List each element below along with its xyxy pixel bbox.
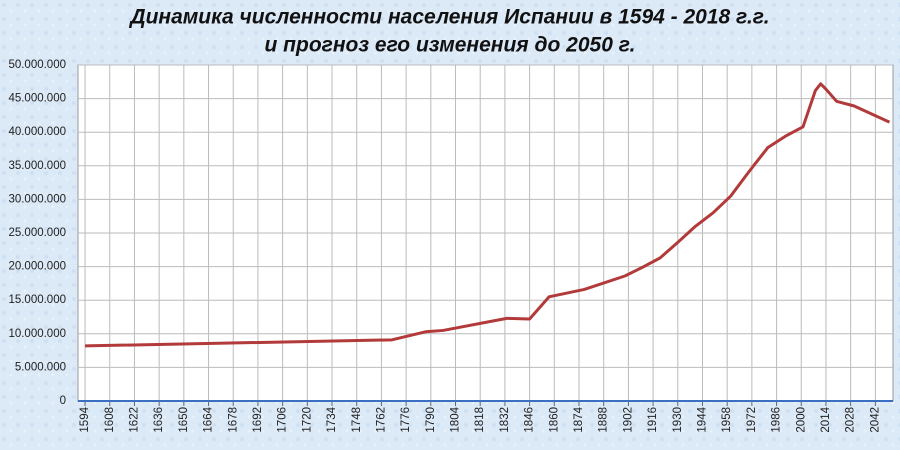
x-tick-label: 1734 xyxy=(326,406,338,432)
x-tick-label: 1608 xyxy=(104,407,116,433)
x-tick-label: 1594 xyxy=(79,406,91,432)
x-tick-label: 1846 xyxy=(524,407,536,433)
y-tick-label: 40.000.000 xyxy=(8,126,66,138)
x-tick-label: 1762 xyxy=(375,407,387,433)
x-tick-label: 1622 xyxy=(128,407,140,433)
x-tick-label: 1776 xyxy=(400,407,412,433)
y-tick-label: 5.000.000 xyxy=(15,361,66,373)
x-tick-label: 1678 xyxy=(227,407,239,433)
y-tick-label: 30.000.000 xyxy=(8,193,66,205)
x-tick-label: 1748 xyxy=(351,407,363,433)
chart-title: и прогноз его изменения до 2050 г. xyxy=(265,34,636,57)
chart-title: Динамика численности населения Испании в… xyxy=(128,6,769,29)
data-line xyxy=(85,82,891,348)
y-tick-label: 20.000.000 xyxy=(8,261,66,273)
y-tick-label: 0 xyxy=(60,395,66,407)
x-tick-label: 1692 xyxy=(252,407,264,433)
y-tick-label: 25.000.000 xyxy=(8,227,66,239)
x-tick-label: 2000 xyxy=(795,407,807,433)
x-tick-label: 1650 xyxy=(178,407,190,433)
y-tick-label: 50.000.000 xyxy=(8,59,66,71)
y-tick-label: 35.000.000 xyxy=(8,160,66,172)
y-tick-label: 10.000.000 xyxy=(8,328,66,340)
y-tick-label: 45.000.000 xyxy=(8,93,66,105)
x-tick-label: 1902 xyxy=(622,407,634,433)
x-tick-label: 1860 xyxy=(548,407,560,433)
x-tick-label: 1664 xyxy=(203,406,215,432)
x-tick-label: 1944 xyxy=(697,406,709,432)
x-tick-label: 1706 xyxy=(277,407,289,433)
x-tick-label: 1832 xyxy=(499,407,511,433)
x-tick-label: 1888 xyxy=(598,407,610,433)
x-tick-label: 1636 xyxy=(153,407,165,433)
x-tick-label: 1916 xyxy=(647,407,659,433)
x-tick-label: 2042 xyxy=(869,407,881,433)
x-tick-label: 1958 xyxy=(721,407,733,433)
x-tick-label: 1804 xyxy=(450,406,462,432)
x-tick-label: 2014 xyxy=(820,406,832,432)
x-tick-label: 1720 xyxy=(301,407,313,433)
x-tick-label: 1874 xyxy=(573,406,585,432)
x-tick-label: 1972 xyxy=(746,407,758,433)
x-tick-label: 1986 xyxy=(771,407,783,433)
x-tick-label: 1818 xyxy=(474,407,486,433)
x-tick-label: 1790 xyxy=(425,407,437,433)
x-tick-label: 1930 xyxy=(672,407,684,433)
y-tick-label: 15.000.000 xyxy=(8,294,66,306)
x-tick-label: 2028 xyxy=(845,407,857,433)
